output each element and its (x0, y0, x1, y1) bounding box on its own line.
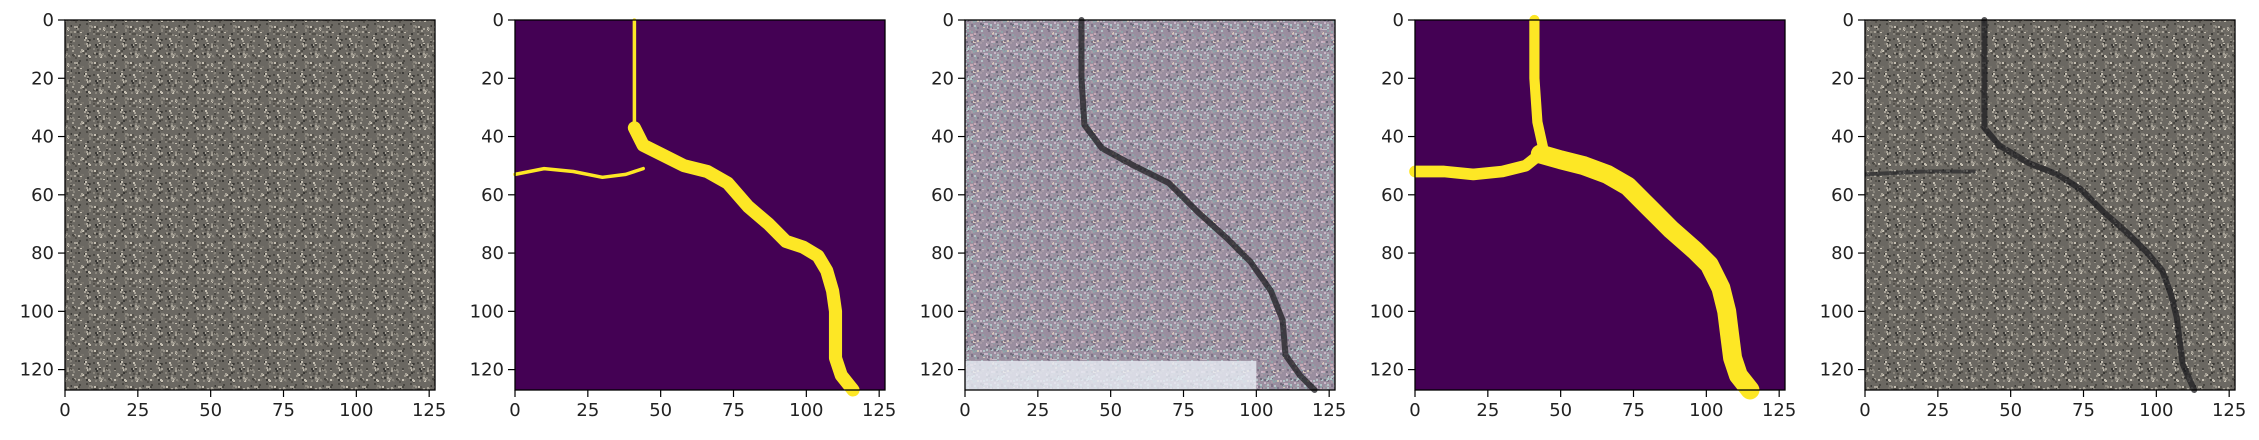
axes-frame (1864, 19, 2236, 391)
y-tick-label: 20 (931, 68, 954, 89)
x-tick-label: 75 (1172, 400, 1195, 421)
x-tick-label: 100 (2139, 400, 2173, 421)
y-tick-label: 120 (470, 360, 504, 381)
x-tick-label: 25 (576, 400, 599, 421)
y-tick-label: 100 (920, 301, 954, 322)
y-tick-label: 120 (1820, 360, 1854, 381)
y-tick-label: 0 (43, 10, 54, 31)
y-tick-label: 120 (920, 360, 954, 381)
y-tick-label: 120 (1370, 360, 1404, 381)
crack-mask-branch (1409, 148, 1547, 181)
y-tick-label: 120 (20, 360, 54, 381)
y-tick-label: 80 (931, 243, 954, 264)
y-tick-label: 100 (1370, 301, 1404, 322)
image-background (1865, 20, 2235, 390)
x-tick-label: 125 (412, 400, 446, 421)
y-tick-label: 80 (1831, 243, 1854, 264)
panel-generated-texture: 0 25 50 75 100 125 0 20 40 60 80 100 120 (920, 10, 1347, 421)
x-tick-label: 100 (1689, 400, 1723, 421)
x-tick-label: 0 (509, 400, 520, 421)
y-tick-label: 40 (1381, 127, 1404, 148)
y-tick-label: 60 (31, 185, 54, 206)
y-tick-label: 20 (1381, 68, 1404, 89)
panel-ground-truth-mask: 0 25 50 75 100 125 0 20 40 60 80 100 120 (470, 10, 897, 421)
crack-mask-branch (513, 166, 645, 180)
axes-frame (964, 19, 1336, 391)
x-tick-label: 100 (789, 400, 823, 421)
y-tick-label: 20 (481, 68, 504, 89)
axes-frame (64, 19, 436, 391)
x-tick-label: 100 (1239, 400, 1273, 421)
crack-mask-branch (1529, 14, 1549, 154)
x-tick-label: 50 (1099, 400, 1122, 421)
crack-mask-branch (1530, 144, 1760, 400)
x-tick-label: 100 (339, 400, 373, 421)
y-tick-label: 0 (1843, 10, 1854, 31)
x-tick-label: 50 (1999, 400, 2022, 421)
x-tick-label: 0 (959, 400, 970, 421)
y-tick-label: 0 (493, 10, 504, 31)
y-tick-label: 40 (481, 127, 504, 148)
crack-line (1078, 17, 1318, 393)
y-tick-label: 0 (943, 10, 954, 31)
x-tick-label: 50 (649, 400, 672, 421)
panel-predicted-mask: 0 25 50 75 100 125 0 20 40 60 80 100 120 (1370, 10, 1797, 421)
y-tick-label: 80 (31, 243, 54, 264)
y-tick-label: 60 (1831, 185, 1854, 206)
panel-overlay-photo: 0 25 50 75 100 125 0 20 40 60 80 100 120 (1820, 10, 2247, 421)
x-tick-label: 125 (1312, 400, 1346, 421)
y-tick-label: 100 (470, 301, 504, 322)
x-tick-label: 75 (272, 400, 295, 421)
y-tick-label: 80 (1381, 243, 1404, 264)
x-tick-label: 125 (1762, 400, 1796, 421)
panel-input-photo: 0 25 50 75 100 125 0 20 40 60 80 100 120 (20, 10, 447, 421)
crack-mask-branch (627, 121, 860, 397)
y-tick-label: 60 (931, 185, 954, 206)
x-tick-label: 25 (1026, 400, 1049, 421)
y-tick-label: 40 (1831, 127, 1854, 148)
crack-line (1864, 169, 1976, 177)
y-tick-label: 100 (20, 301, 54, 322)
x-tick-label: 25 (1926, 400, 1949, 421)
x-tick-label: 50 (199, 400, 222, 421)
x-tick-label: 0 (59, 400, 70, 421)
x-tick-label: 125 (862, 400, 896, 421)
image-background (965, 20, 1335, 390)
y-tick-label: 20 (1831, 68, 1854, 89)
y-tick-label: 100 (1820, 301, 1854, 322)
y-tick-label: 20 (31, 68, 54, 89)
artifact-band (965, 360, 1257, 390)
crack-line (1981, 17, 2198, 393)
x-tick-label: 25 (1476, 400, 1499, 421)
axes-frame (514, 19, 886, 391)
x-tick-label: 75 (1622, 400, 1645, 421)
y-tick-label: 0 (1393, 10, 1404, 31)
x-tick-label: 50 (1549, 400, 1572, 421)
mask-background (515, 20, 885, 390)
y-tick-label: 40 (931, 127, 954, 148)
y-tick-label: 40 (31, 127, 54, 148)
y-tick-label: 80 (481, 243, 504, 264)
x-tick-label: 125 (2212, 400, 2246, 421)
y-tick-label: 60 (1381, 185, 1404, 206)
y-tick-label: 60 (481, 185, 504, 206)
x-tick-label: 0 (1409, 400, 1420, 421)
x-tick-label: 25 (126, 400, 149, 421)
axes-frame (1414, 19, 1786, 391)
image-background (65, 20, 435, 390)
x-tick-label: 75 (722, 400, 745, 421)
x-tick-label: 0 (1859, 400, 1870, 421)
x-tick-label: 75 (2072, 400, 2095, 421)
